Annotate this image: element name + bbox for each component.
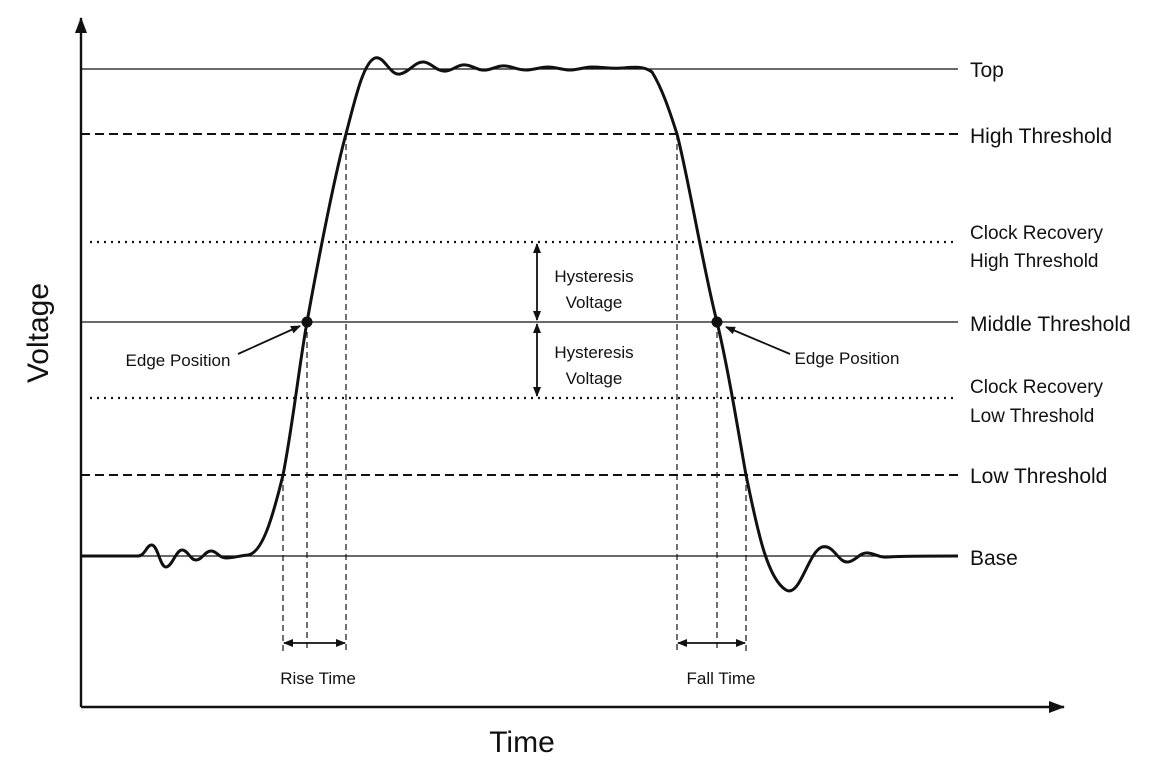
right-edge-pointer bbox=[725, 326, 791, 355]
clock-recovery-low-label-1: Clock Recovery bbox=[970, 377, 1104, 398]
clock-recovery-low-label-2: Low Threshold bbox=[970, 406, 1094, 427]
clock-recovery-high-label-1: Clock Recovery bbox=[970, 223, 1104, 244]
signal-waveform bbox=[81, 56, 959, 593]
hysteresis-upper-label-1: Hysteresis bbox=[554, 267, 633, 286]
hysteresis-upper-label-2: Voltage bbox=[566, 293, 623, 312]
clock-recovery-high-label-2: High Threshold bbox=[970, 251, 1099, 272]
left-edge-pointer bbox=[237, 325, 301, 355]
left-edge-point bbox=[301, 316, 313, 328]
edge-position-left-label: Edge Position bbox=[126, 351, 231, 370]
low-threshold-label: Low Threshold bbox=[970, 465, 1107, 488]
hysteresis-lower-label-2: Voltage bbox=[566, 369, 623, 388]
hysteresis-lower-label-1: Hysteresis bbox=[554, 343, 633, 362]
rise-time-label: Rise Time bbox=[280, 669, 356, 688]
y-axis-title: Voltage bbox=[22, 283, 55, 383]
base-label: Base bbox=[970, 547, 1018, 570]
right-edge-point bbox=[711, 316, 723, 328]
edge-position-right-label: Edge Position bbox=[795, 349, 900, 368]
fall-time-label: Fall Time bbox=[687, 669, 756, 688]
middle-threshold-label: Middle Threshold bbox=[970, 313, 1131, 336]
high-threshold-label: High Threshold bbox=[970, 125, 1112, 148]
top-label: Top bbox=[970, 59, 1004, 82]
x-axis-title: Time bbox=[489, 726, 555, 759]
